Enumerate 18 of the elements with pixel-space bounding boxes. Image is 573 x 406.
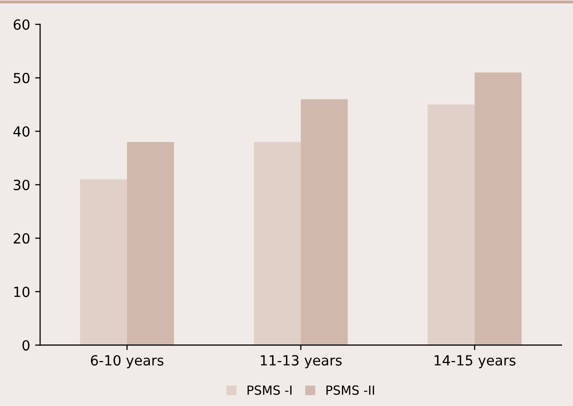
legend-label: PSMS -I: [248, 385, 292, 395]
bar: [80, 179, 128, 346]
y-tick-label: 10: [14, 286, 30, 298]
bar: [254, 142, 301, 346]
y-tick-label: 20: [14, 233, 30, 244]
y-tick-label: 60: [14, 19, 30, 30]
x-tick-label: 6-10 years: [90, 355, 164, 368]
y-tick-label: 50: [14, 72, 30, 84]
x-tick-label: 14-15 years: [434, 355, 516, 368]
x-tick-label: 11-13 years: [260, 355, 342, 368]
y-tick-label: 0: [22, 340, 30, 351]
bar: [300, 99, 348, 346]
bar: [428, 104, 475, 346]
bar: [474, 72, 522, 346]
y-tick-label: 30: [14, 180, 30, 190]
bar: [127, 142, 174, 346]
y-tick-label: 40: [13, 126, 30, 137]
legend-label: PSMS -II: [326, 385, 374, 395]
